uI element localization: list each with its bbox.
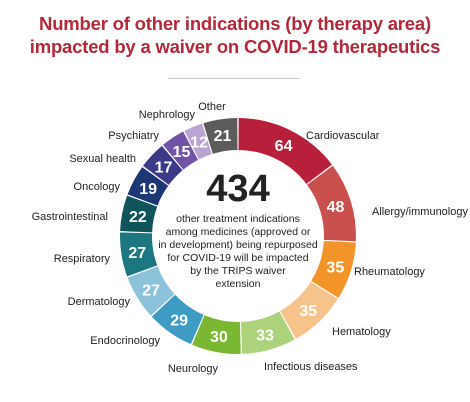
center-description-line: by the TRIPS waiver [190,265,286,277]
slice-endocrinology [151,294,204,345]
slice-value: 48 [327,199,345,216]
slice-neurology [192,315,241,354]
slice-sexual-health [143,145,183,185]
slice-infectious-diseases [241,311,295,354]
category-label: Dermatology [68,296,131,308]
slice-value: 12 [190,135,208,152]
slice-respiratory [120,232,158,277]
slice-value: 30 [210,329,228,346]
category-label: Hematology [332,326,391,338]
slice-cardiovascular [238,118,332,184]
center-description-line: other treatment indications [176,213,300,225]
category-label: Infectious diseases [264,361,358,373]
slice-value: 27 [142,282,160,299]
slice-value: 27 [128,245,146,262]
category-label: Cardiovascular [306,130,380,142]
donut-slices [120,118,356,354]
slice-psychiatry [162,131,199,170]
slice-value: 21 [214,128,232,145]
slice-nephrology [184,123,212,160]
center-description-line: in development) being repurposed [158,239,318,251]
slice-value: 35 [326,260,344,277]
category-label: Rheumatology [354,266,425,278]
slice-gastrointestinal [120,195,158,233]
title-divider [168,78,300,79]
category-label: Oncology [74,181,121,193]
slice-other [203,118,238,154]
slice-oncology [127,167,169,206]
center-description-line: for COVID-19 will be impacted [167,252,308,264]
slice-value: 33 [256,327,274,344]
category-labels: Cardiovascular Allergy/immunology Rheumato… [32,101,469,375]
center-description-line: among medicines (approved or [166,226,311,238]
slice-value: 35 [299,303,317,320]
center-description-line: extension [216,278,261,290]
category-label: Neurology [168,363,219,375]
category-label: Psychiatry [108,130,159,142]
slice-value: 64 [275,138,293,155]
category-label: Gastrointestinal [32,211,108,223]
category-label: Respiratory [54,253,111,265]
chart-title-line-2: impacted by a waiver on COVID-19 therape… [29,36,441,57]
category-label: Sexual health [69,153,136,165]
center-total: 434 [206,168,269,210]
slice-value: 15 [173,144,191,161]
slice-dermatology [127,266,175,316]
category-label: Allergy/immunology [372,206,468,218]
slice-value: 19 [139,181,157,198]
chart-title: Number of other indications (by therapy … [0,12,470,58]
category-label: Other [198,101,226,113]
slice-value: 22 [129,209,147,226]
chart-title-line-1: Number of other indications (by therapy … [39,13,431,34]
slice-value: 29 [170,312,188,329]
slice-rheumatology [311,240,356,298]
category-label: Endocrinology [90,335,160,347]
slice-hematology [280,281,338,339]
slice-value: 17 [155,159,173,176]
slice-allergy-immunology [307,165,356,242]
category-label: Nephrology [139,109,196,121]
